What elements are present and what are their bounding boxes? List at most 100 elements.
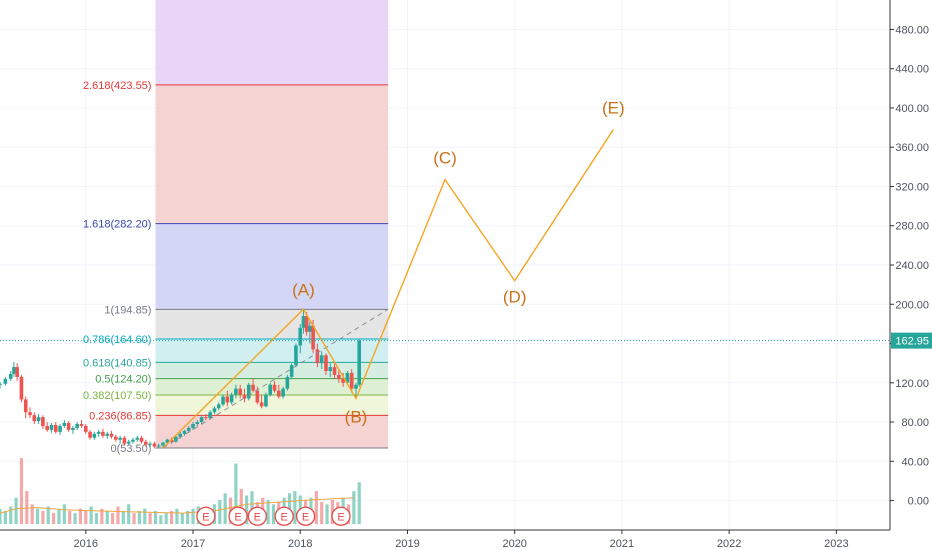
volume-bar bbox=[3, 510, 7, 525]
price-tick-label: 360.00 bbox=[895, 142, 929, 154]
candle-body bbox=[0, 383, 2, 385]
candle-body bbox=[354, 384, 358, 389]
candle-body bbox=[135, 437, 140, 440]
candle-body bbox=[139, 437, 144, 442]
volume-bar bbox=[159, 515, 163, 525]
earnings-marker[interactable]: E bbox=[196, 506, 216, 526]
price-tick-label: 40.00 bbox=[901, 456, 929, 468]
volume-bar bbox=[121, 510, 125, 525]
volume-bar bbox=[116, 506, 120, 525]
candle-body bbox=[165, 439, 170, 443]
candle-body bbox=[53, 424, 58, 432]
volume-bar bbox=[191, 508, 195, 525]
candle-body bbox=[118, 437, 122, 440]
candle-body bbox=[301, 316, 306, 328]
candle-body bbox=[161, 442, 165, 446]
price-tag-background bbox=[891, 332, 932, 349]
candle-body bbox=[12, 367, 16, 374]
candle-body bbox=[3, 378, 8, 384]
earnings-circle bbox=[331, 506, 351, 526]
earnings-circle bbox=[196, 506, 216, 526]
earnings-marker[interactable]: E bbox=[228, 506, 248, 526]
dashed-trend-line bbox=[162, 308, 389, 449]
candle-body bbox=[221, 396, 225, 405]
candle-body bbox=[15, 367, 19, 377]
volume-bar bbox=[25, 491, 29, 525]
candle-body bbox=[109, 433, 114, 437]
earnings-label: E bbox=[202, 511, 209, 523]
volume-bar bbox=[68, 510, 72, 525]
trend-line[interactable] bbox=[162, 308, 389, 449]
volume-bar bbox=[84, 510, 88, 525]
earnings-marker[interactable]: E bbox=[274, 506, 294, 526]
candle-body bbox=[315, 349, 320, 364]
candle-body bbox=[337, 374, 341, 379]
candle-body bbox=[79, 424, 84, 426]
wave-label: (A) bbox=[292, 280, 315, 299]
candle-body bbox=[195, 422, 200, 424]
candle-body bbox=[105, 433, 110, 436]
candle-body bbox=[345, 372, 350, 383]
volume-bar bbox=[0, 508, 2, 525]
time-tick-label: 2023 bbox=[824, 538, 848, 550]
earnings-circle bbox=[247, 506, 267, 526]
volume-bar bbox=[314, 491, 318, 525]
candle-body bbox=[341, 378, 345, 383]
candle-body bbox=[289, 365, 294, 377]
time-tick-label: 2020 bbox=[502, 538, 526, 550]
fib-band bbox=[155, 84, 389, 224]
candle-body bbox=[144, 441, 148, 445]
candle-body bbox=[255, 390, 260, 403]
time-axis[interactable]: 2016 2017 2018 2019 2020 2021 2022 2023 bbox=[0, 529, 932, 550]
volume-bar bbox=[169, 510, 174, 525]
candle-body bbox=[281, 388, 285, 397]
price-axis[interactable]: 480.00 440.00 400.00 360.00 320.00 280.00 240.… bbox=[889, 0, 932, 550]
candle-body bbox=[294, 345, 298, 366]
volume-bar bbox=[293, 491, 297, 525]
volume-bar bbox=[271, 504, 276, 525]
time-tick-label: 2021 bbox=[610, 538, 634, 550]
candle-body bbox=[83, 425, 88, 432]
volume-bar bbox=[153, 510, 158, 525]
candle-body bbox=[19, 376, 24, 400]
earnings-marker[interactable]: E bbox=[331, 506, 351, 526]
candle-body bbox=[101, 431, 105, 436]
candle-body bbox=[298, 327, 303, 346]
candle-body bbox=[311, 325, 315, 350]
volume-bar bbox=[325, 504, 329, 525]
wave-label: (E) bbox=[602, 99, 625, 118]
candle-body bbox=[32, 415, 37, 422]
candle-body bbox=[122, 437, 127, 444]
candle-body bbox=[319, 355, 324, 364]
volume-bar bbox=[19, 458, 24, 525]
candle-body bbox=[169, 439, 174, 442]
volume-bar bbox=[250, 491, 254, 525]
candle-body bbox=[148, 443, 152, 445]
candle-body bbox=[152, 443, 157, 447]
candle-body bbox=[212, 408, 217, 413]
candle-body bbox=[264, 394, 268, 407]
volume-bar bbox=[357, 482, 361, 525]
candle-body bbox=[45, 425, 49, 430]
candle-body bbox=[234, 388, 238, 395]
earnings-circle bbox=[295, 506, 316, 526]
earnings-label: E bbox=[280, 511, 287, 523]
candle-body bbox=[28, 412, 32, 416]
candle-body bbox=[75, 424, 80, 428]
candle-body bbox=[58, 425, 62, 432]
volume-bar bbox=[30, 504, 34, 525]
volume-bar bbox=[94, 513, 99, 525]
candle-body bbox=[49, 424, 54, 430]
volume-bar bbox=[164, 513, 168, 525]
elliott-wave-path[interactable]: (A) (B) (C) (D) (E) bbox=[162, 99, 625, 449]
earnings-marker[interactable]: E bbox=[295, 506, 316, 526]
volume-bar bbox=[245, 495, 249, 525]
earnings-marker[interactable]: E bbox=[247, 506, 267, 526]
time-tick-label: 2016 bbox=[74, 538, 98, 550]
candle-body bbox=[268, 384, 273, 395]
plot-area[interactable]: 0(53.50) 0.236(86.85) 0.382(107.50) 0.5(124… bbox=[0, 0, 890, 530]
volume-bar bbox=[320, 502, 324, 525]
candle-body bbox=[204, 417, 208, 419]
